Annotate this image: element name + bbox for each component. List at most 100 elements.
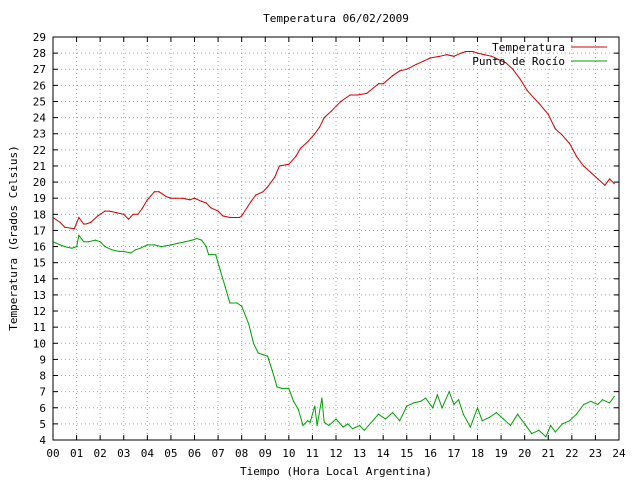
data-point bbox=[330, 110, 332, 112]
data-point bbox=[85, 223, 87, 225]
data-point bbox=[170, 244, 172, 246]
data-point bbox=[236, 302, 238, 304]
data-point bbox=[271, 370, 273, 372]
x-tick-label: 23 bbox=[589, 447, 602, 460]
data-point bbox=[217, 210, 219, 212]
data-point bbox=[297, 408, 299, 410]
data-point bbox=[491, 55, 493, 57]
y-tick-label: 12 bbox=[33, 305, 46, 318]
data-point bbox=[609, 178, 611, 180]
data-point bbox=[127, 218, 130, 220]
data-point bbox=[575, 413, 578, 415]
data-point bbox=[123, 250, 125, 252]
data-point bbox=[64, 226, 66, 228]
data-point bbox=[292, 400, 295, 402]
data-point bbox=[59, 221, 61, 223]
data-point bbox=[399, 70, 401, 72]
data-point bbox=[182, 197, 184, 199]
y-tick-label: 23 bbox=[33, 128, 46, 141]
data-point bbox=[262, 191, 264, 193]
y-tick-label: 13 bbox=[33, 289, 46, 302]
data-point bbox=[184, 241, 186, 243]
data-point bbox=[422, 60, 424, 62]
data-point bbox=[94, 239, 96, 241]
data-point bbox=[281, 387, 283, 389]
y-axis-label: Temperatura (Grados Celsius) bbox=[7, 145, 20, 330]
data-point bbox=[517, 413, 519, 415]
data-point bbox=[64, 246, 66, 248]
data-point bbox=[613, 183, 615, 185]
y-tick-label: 15 bbox=[33, 257, 46, 270]
series-line-temperatura bbox=[52, 51, 615, 230]
x-tick-label: 15 bbox=[400, 447, 413, 460]
data-point bbox=[153, 191, 155, 193]
x-tick-label: 16 bbox=[424, 447, 437, 460]
x-tick-label: 17 bbox=[447, 447, 460, 460]
data-point bbox=[205, 202, 207, 204]
data-point bbox=[255, 194, 257, 196]
data-point bbox=[153, 244, 155, 246]
data-point bbox=[104, 210, 106, 212]
y-tick-label: 25 bbox=[33, 95, 46, 108]
x-tick-label: 07 bbox=[211, 447, 224, 460]
x-tick-label: 05 bbox=[164, 447, 177, 460]
data-point bbox=[307, 420, 309, 422]
data-point bbox=[533, 97, 535, 99]
data-point bbox=[238, 216, 240, 219]
data-point bbox=[460, 52, 462, 54]
data-point bbox=[420, 400, 422, 402]
data-point bbox=[288, 163, 290, 165]
data-point bbox=[323, 117, 325, 119]
data-point bbox=[415, 63, 417, 65]
data-point bbox=[462, 413, 464, 415]
data-point bbox=[476, 407, 479, 409]
data-point bbox=[160, 246, 163, 248]
data-point bbox=[99, 241, 101, 243]
data-point bbox=[512, 68, 514, 70]
data-point bbox=[547, 113, 549, 115]
data-point bbox=[201, 200, 203, 202]
data-point bbox=[274, 176, 276, 178]
x-tick-label: 22 bbox=[565, 447, 578, 460]
data-point bbox=[78, 216, 80, 219]
data-point bbox=[505, 62, 507, 64]
data-point bbox=[342, 426, 344, 428]
data-point bbox=[465, 50, 467, 53]
y-tick-label: 14 bbox=[33, 273, 47, 286]
x-tick-label: 09 bbox=[259, 447, 272, 460]
data-point bbox=[347, 423, 349, 425]
data-point bbox=[413, 402, 415, 404]
data-point bbox=[609, 402, 611, 404]
data-point bbox=[104, 246, 106, 248]
x-tick-label: 13 bbox=[353, 447, 366, 460]
x-tick-label: 04 bbox=[141, 447, 155, 460]
y-tick-label: 4 bbox=[39, 434, 46, 447]
x-tick-label: 01 bbox=[70, 447, 83, 460]
y-tick-label: 8 bbox=[39, 370, 46, 383]
data-point bbox=[439, 55, 441, 57]
x-tick-label: 20 bbox=[518, 447, 531, 460]
data-point bbox=[130, 252, 132, 254]
x-axis-ticks: 00 01 02 03 04 05 06 07 08 09 10 11 12 13 14 15 16 17 18 19… bbox=[46, 37, 626, 460]
data-point bbox=[116, 212, 118, 214]
data-point bbox=[453, 55, 455, 57]
x-axis-label: Tiempo (Hora Local Argentina) bbox=[240, 465, 432, 478]
data-point bbox=[267, 186, 269, 188]
data-point bbox=[189, 199, 191, 201]
data-point bbox=[321, 397, 323, 399]
x-tick-label: 10 bbox=[282, 447, 295, 460]
data-point bbox=[59, 244, 61, 246]
data-point bbox=[568, 142, 571, 144]
data-point bbox=[123, 213, 125, 215]
data-point bbox=[250, 200, 252, 202]
data-point bbox=[165, 196, 167, 198]
legend-label: Temperatura bbox=[492, 41, 565, 54]
data-point bbox=[448, 391, 450, 393]
data-point bbox=[335, 418, 337, 420]
data-point bbox=[314, 133, 316, 135]
data-point bbox=[561, 423, 564, 425]
data-point bbox=[278, 165, 280, 167]
data-point bbox=[288, 387, 290, 389]
